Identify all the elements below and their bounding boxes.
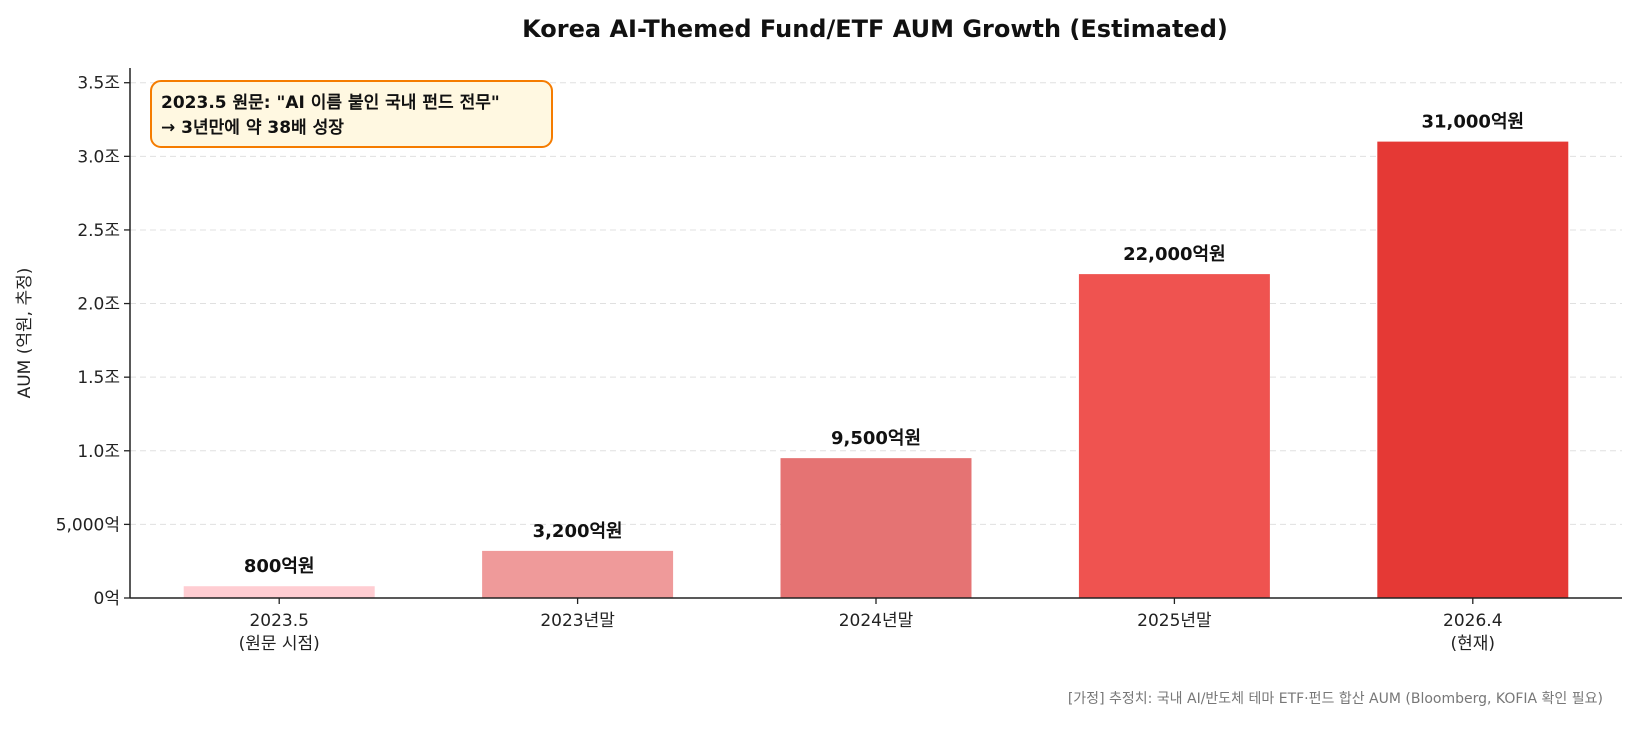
y-tick-label: 2.0조 [77,295,120,315]
data-label: 22,000억원 [1123,244,1226,265]
data-label: 9,500억원 [831,428,921,449]
annotation-line-2: → 3년만에 약 38배 성장 [161,117,344,138]
grid-lines [130,82,1622,525]
bar [183,586,375,598]
y-tick-label: 1.0조 [77,442,120,462]
x-tick-label: 2024년말 [839,611,914,631]
annotation-box: 2023.5 원문: "AI 이름 붙인 국내 펀드 전무" → 3년만에 약 … [150,80,553,148]
y-tick-label: 0억 [94,589,120,609]
y-tick-label: 5,000억 [56,515,120,535]
y-tick-label: 3.5조 [77,74,120,94]
bar [1377,141,1569,598]
data-label: 31,000억원 [1422,112,1525,133]
x-axis: 2023.5 (원문 시점) 2023년말 2024년말 2025년말 2026.4 (현재… [130,597,1622,654]
footnote: [가정] 추정치: 국내 AI/반도체 테마 ETF·펀드 합산 AUM (Bl… [1068,691,1603,707]
y-tick-label: 2.5조 [77,221,120,241]
y-axis: 0억 5,000억 1.0조 1.5조 2.0조 2.5조 3.0조 3.5조 [56,68,131,609]
annotation-line-1: 2023.5 원문: "AI 이름 붙인 국내 펀드 전무" [161,93,500,113]
bar [482,550,674,598]
data-label: 3,200억원 [533,521,623,542]
data-label: 800억원 [244,556,315,577]
x-tick-label: 2026.4 [1443,611,1502,631]
y-tick-label: 3.0조 [77,147,120,167]
bar [1078,274,1270,598]
y-axis-label: AUM (억원, 추정) [15,268,35,399]
x-tick-label: 2025년말 [1137,611,1212,631]
y-tick-label: 1.5조 [77,368,120,388]
x-tick-label: (원문 시점) [239,634,320,654]
x-tick-label: (현재) [1451,634,1496,654]
chart-title: Korea AI-Themed Fund/ETF AUM Growth (Est… [522,15,1228,43]
x-tick-label: 2023.5 [249,611,308,631]
x-tick-label: 2023년말 [540,611,615,631]
bar [780,458,972,598]
bars: 800억원 3,200억원 9,500억원 22,000억원 31,000억원 [183,112,1569,598]
